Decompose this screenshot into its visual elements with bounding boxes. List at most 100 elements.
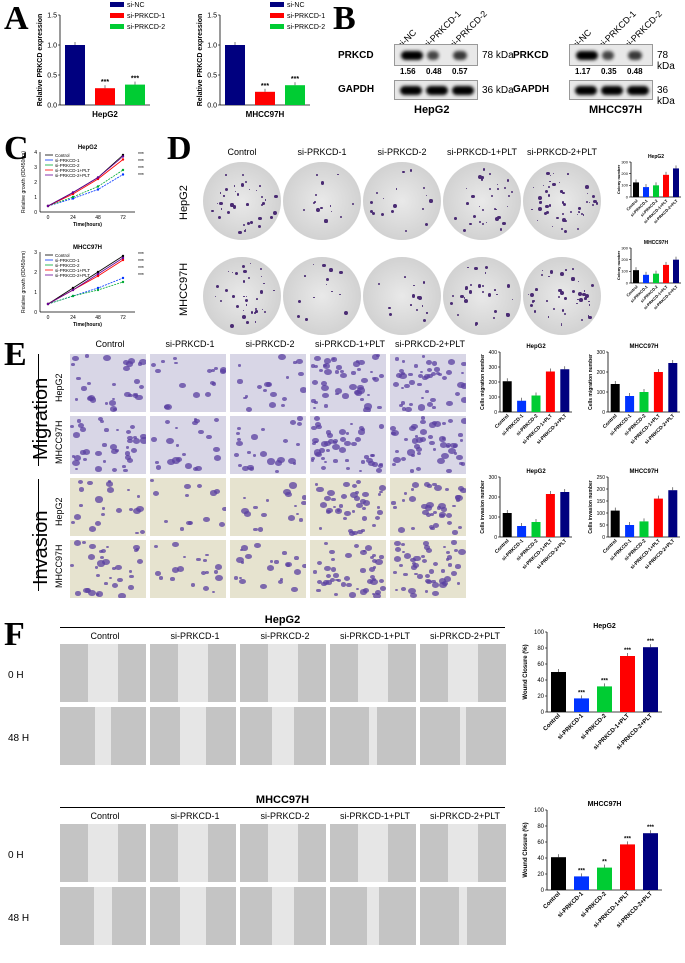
- y-tick-label: 0.0: [207, 102, 217, 109]
- cell: [204, 570, 210, 575]
- cell: [174, 361, 178, 365]
- cell: [446, 551, 450, 555]
- colony: [236, 193, 240, 196]
- colony: [583, 290, 586, 292]
- cell: [451, 571, 458, 577]
- colony: [510, 190, 513, 194]
- cell: [214, 366, 218, 370]
- cell: [424, 590, 429, 594]
- cell: [371, 577, 376, 581]
- colony: [583, 297, 587, 300]
- cell: [140, 530, 146, 535]
- cell: [324, 495, 332, 502]
- legend-label: si-PRKCD-2: [287, 24, 325, 31]
- significance-label: ***: [261, 83, 269, 90]
- cell: [366, 578, 374, 584]
- colony: [256, 297, 259, 300]
- colony: [578, 207, 581, 210]
- cell: [318, 368, 323, 372]
- colony: [223, 195, 225, 197]
- cell: [376, 467, 383, 473]
- cell: [316, 561, 323, 566]
- colony: [274, 194, 278, 199]
- wound-gap: [459, 707, 466, 765]
- data-point: [46, 302, 50, 306]
- panel-b-blots: si-NC si-PRKCD-1 si-PRKCD-2 PRKCD 78 kDa 1.56…: [336, 0, 685, 125]
- cell: [429, 513, 434, 517]
- cell: [295, 443, 300, 447]
- cell: [426, 368, 432, 373]
- cell: [77, 479, 83, 484]
- colony-plate: [363, 162, 441, 240]
- cell: [349, 383, 357, 390]
- chart-title: MHCC97H: [644, 240, 669, 246]
- legend-swatch: [270, 13, 284, 18]
- cell-monolayer: [298, 644, 326, 702]
- colony: [313, 296, 315, 299]
- legend-label: si-PRKCD-2: [55, 163, 80, 168]
- y-tick-label: 0: [34, 210, 37, 216]
- cell: [279, 578, 284, 581]
- cell: [355, 479, 362, 485]
- data-point: [96, 185, 100, 188]
- colony: [258, 224, 262, 228]
- cell: [95, 591, 103, 597]
- cell: [322, 579, 330, 585]
- column-label: si-PRKCD-2: [245, 339, 295, 349]
- cell: [400, 371, 405, 375]
- cell: [335, 388, 343, 394]
- cell: [446, 520, 452, 525]
- cell: [207, 368, 213, 373]
- cell: [293, 569, 302, 576]
- cell: [331, 357, 337, 362]
- cell: [369, 370, 373, 374]
- cell-line-title: HepG2: [264, 614, 301, 626]
- cell: [170, 577, 175, 581]
- colony: [561, 227, 564, 230]
- y-tick-label: 1: [34, 290, 37, 296]
- colony: [328, 268, 333, 272]
- cell: [109, 443, 117, 450]
- y-tick-label: 100: [621, 269, 628, 274]
- cell: [140, 433, 146, 440]
- cell: [123, 365, 131, 372]
- cell: [122, 359, 129, 365]
- time-label: 48 H: [8, 913, 30, 924]
- cell: [359, 549, 368, 556]
- cell: [206, 434, 212, 439]
- blot-band: [401, 51, 423, 60]
- cell-monolayer: [330, 824, 358, 882]
- colony: [451, 295, 454, 298]
- cell: [129, 424, 136, 430]
- bar: [620, 656, 635, 712]
- cell: [150, 478, 155, 482]
- cell: [351, 510, 356, 514]
- cell: [347, 528, 354, 534]
- cell: [77, 419, 82, 423]
- colony: [393, 204, 398, 209]
- cell: [314, 355, 322, 362]
- cell: [326, 508, 333, 514]
- x-axis-label: HepG2: [92, 110, 118, 119]
- cell: [318, 527, 323, 530]
- wound-gap: [87, 824, 119, 882]
- cell: [253, 527, 259, 532]
- colony: [545, 204, 549, 209]
- cell: [344, 510, 352, 517]
- cell: [239, 548, 244, 552]
- cell: [438, 577, 446, 584]
- colony: [250, 311, 254, 314]
- cell-monolayer: [240, 887, 272, 945]
- ratio-label: 0.48: [426, 67, 442, 76]
- cell: [252, 454, 256, 457]
- row-label: HepG2: [54, 373, 64, 402]
- cell: [443, 576, 451, 583]
- section-label: Invasion: [30, 510, 52, 586]
- section-label: Migration: [30, 377, 52, 460]
- cell: [378, 424, 385, 429]
- colony: [497, 188, 499, 190]
- cell: [111, 467, 118, 473]
- colony: [591, 204, 595, 207]
- cell: [239, 578, 246, 585]
